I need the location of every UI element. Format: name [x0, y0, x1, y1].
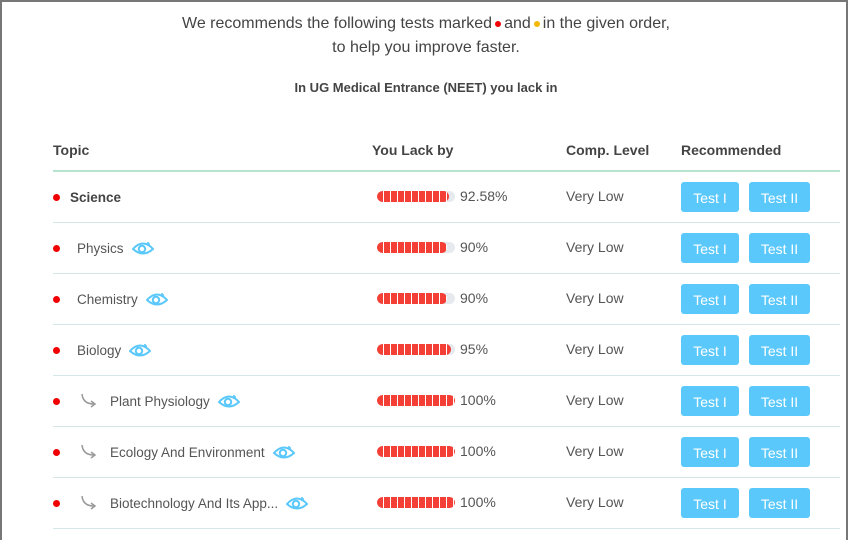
- test-1-button[interactable]: Test I: [681, 284, 739, 314]
- col-lack: You Lack by: [372, 142, 454, 158]
- lack-percent: 92.58%: [460, 188, 508, 204]
- lack-progress-fill: [377, 497, 455, 508]
- topic-name[interactable]: Chemistry: [77, 291, 138, 307]
- table-row: Biology 95% Very Low Test I Test II: [53, 325, 840, 376]
- topic-name[interactable]: Biology: [77, 342, 122, 358]
- lack-progress-fill: [377, 191, 450, 202]
- red-marker-icon: [53, 346, 60, 354]
- lack-progress-bar: [377, 497, 455, 508]
- test-2-button[interactable]: Test II: [749, 182, 810, 212]
- comp-level: Very Low: [566, 341, 624, 357]
- red-marker-icon: [53, 448, 60, 456]
- red-marker-icon: [495, 20, 502, 27]
- topic-name: Science: [70, 189, 122, 205]
- comp-level: Very Low: [566, 290, 624, 306]
- test-1-button[interactable]: Test I: [681, 488, 739, 518]
- test-1-button[interactable]: Test I: [681, 182, 739, 212]
- test-2-button[interactable]: Test II: [749, 233, 810, 263]
- comp-level: Very Low: [566, 443, 624, 459]
- test-1-button[interactable]: Test I: [681, 386, 739, 416]
- topic-name[interactable]: Plant Physiology: [110, 393, 210, 409]
- topic-cell: Chemistry: [53, 274, 168, 324]
- eye-icon[interactable]: [129, 343, 152, 357]
- red-marker-icon: [53, 193, 60, 201]
- intro-text: We recommends the following tests marked…: [0, 12, 852, 60]
- topic-name[interactable]: Ecology And Environment: [110, 444, 265, 460]
- test-2-button[interactable]: Test II: [749, 488, 810, 518]
- red-marker-icon: [53, 244, 60, 252]
- topic-name[interactable]: Biotechnology And Its App...: [110, 495, 279, 511]
- lack-progress-bar: [377, 191, 455, 202]
- lack-progress-bar: [377, 446, 455, 457]
- comp-level: Very Low: [566, 494, 624, 510]
- table-row: Plant Physiology 100% Very Low Test I Test I…: [53, 376, 840, 427]
- lack-percent: 90%: [460, 290, 489, 306]
- lack-progress-fill: [377, 242, 448, 253]
- eye-icon[interactable]: [286, 496, 309, 510]
- lack-progress-bar: [377, 344, 455, 355]
- intro-line2: to help you improve faster.: [332, 39, 520, 56]
- lack-percent: 100%: [460, 494, 496, 510]
- intro-line1-mid: and: [504, 15, 531, 32]
- subtopic-arrow-icon: [80, 393, 98, 409]
- col-recommended: Recommended: [681, 142, 782, 158]
- topic-cell: Biology: [53, 325, 152, 375]
- comp-level: Very Low: [566, 188, 624, 204]
- table-row: Science 92.58% Very Low Test I Test II: [53, 172, 840, 223]
- test-1-button[interactable]: Test I: [681, 335, 739, 365]
- lack-progress-bar: [377, 293, 455, 304]
- lack-progress-fill: [377, 446, 455, 457]
- test-2-button[interactable]: Test II: [749, 284, 810, 314]
- subtopic-arrow-icon: [80, 444, 98, 460]
- table-row: Chemistry 90% Very Low Test I Test II: [53, 274, 840, 325]
- red-marker-icon: [53, 295, 60, 303]
- test-2-button[interactable]: Test II: [749, 437, 810, 467]
- lack-table: Topic You Lack by Comp. Level Recommende…: [53, 136, 840, 529]
- table-header: Topic You Lack by Comp. Level Recommende…: [53, 136, 840, 172]
- col-comp: Comp. Level: [566, 142, 650, 158]
- topic-cell: Physics: [53, 223, 154, 273]
- eye-icon[interactable]: [145, 292, 168, 306]
- lack-percent: 100%: [460, 392, 496, 408]
- test-1-button[interactable]: Test I: [681, 437, 739, 467]
- eye-icon[interactable]: [217, 394, 240, 408]
- intro-line1-end: in the given order,: [542, 15, 670, 32]
- test-2-button[interactable]: Test II: [749, 386, 810, 416]
- lack-progress-bar: [377, 395, 455, 406]
- intro-line1-start: We recommends the following tests marked: [182, 15, 493, 32]
- topic-name[interactable]: Physics: [77, 240, 124, 256]
- yellow-marker-icon: [533, 20, 540, 27]
- lack-progress-fill: [377, 395, 455, 406]
- red-marker-icon: [53, 499, 60, 507]
- lack-progress-fill: [377, 344, 452, 355]
- eye-icon[interactable]: [131, 241, 154, 255]
- test-1-button[interactable]: Test I: [681, 233, 739, 263]
- subtopic-arrow-icon: [80, 495, 98, 511]
- table-row: Physics 90% Very Low Test I Test II: [53, 223, 840, 274]
- table-row: Biotechnology And Its App... 100% Very Low…: [53, 478, 840, 529]
- lack-percent: 95%: [460, 341, 489, 357]
- topic-cell: Ecology And Environment: [53, 427, 295, 477]
- col-topic: Topic: [53, 142, 90, 158]
- topic-cell: Biotechnology And Its App...: [53, 478, 309, 528]
- red-marker-icon: [53, 397, 60, 405]
- lack-progress-bar: [377, 242, 455, 253]
- table-row: Ecology And Environment 100% Very Low Test …: [53, 427, 840, 478]
- topic-cell: Science: [53, 172, 121, 222]
- comp-level: Very Low: [566, 239, 624, 255]
- test-2-button[interactable]: Test II: [749, 335, 810, 365]
- lack-percent: 100%: [460, 443, 496, 459]
- comp-level: Very Low: [566, 392, 624, 408]
- topic-cell: Plant Physiology: [53, 376, 240, 426]
- section-title: In UG Medical Entrance (NEET) you lack i…: [294, 80, 558, 95]
- eye-icon[interactable]: [272, 445, 295, 459]
- lack-percent: 90%: [460, 239, 489, 255]
- lack-progress-fill: [377, 293, 448, 304]
